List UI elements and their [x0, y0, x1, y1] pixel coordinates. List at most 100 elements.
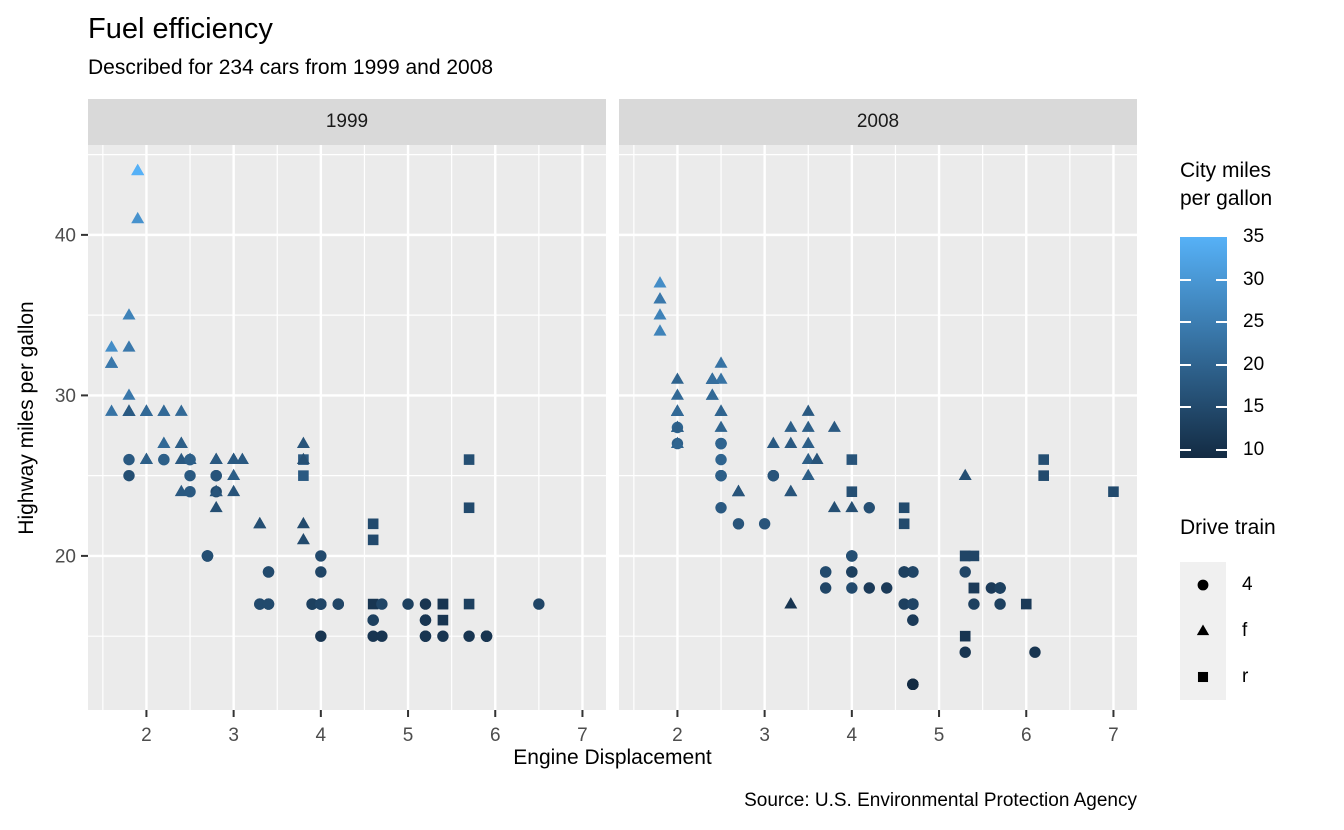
data-point-4 [1029, 646, 1041, 658]
data-point-f [157, 404, 171, 416]
facet-strip-label: 1999 [325, 111, 369, 132]
data-point-f [670, 388, 684, 400]
data-point-4 [968, 598, 980, 610]
data-point-f [714, 372, 728, 384]
data-point-f [209, 452, 223, 465]
data-point-4 [332, 598, 344, 610]
y-axis-title: Highway miles per gallon [15, 301, 38, 535]
data-point-f [705, 388, 719, 400]
data-point-4 [959, 566, 971, 578]
data-point-r [437, 614, 449, 626]
data-point-f [296, 452, 310, 465]
data-point-f [139, 404, 153, 416]
data-point-f [122, 340, 136, 352]
x-tick-label: 2 [141, 725, 152, 746]
x-tick-label: 2 [672, 725, 683, 746]
data-point-f [801, 436, 815, 448]
legend-label-4: 4 [1242, 574, 1253, 595]
colorbar-tick-label: 35 [1243, 226, 1265, 247]
data-point-r [298, 470, 309, 481]
x-tick-label: 5 [934, 725, 945, 746]
data-point-f [670, 372, 684, 384]
data-point-4 [758, 518, 771, 530]
colorbar-tick [1216, 448, 1227, 451]
data-point-4 [846, 566, 858, 578]
colorbar-tick [1216, 363, 1227, 366]
data-point-f [122, 308, 136, 320]
data-point-f [958, 468, 972, 481]
data-point-4 [315, 630, 327, 642]
data-point-4 [907, 566, 919, 578]
data-point-4 [184, 486, 196, 498]
data-point-f [296, 516, 310, 529]
data-point-f [174, 436, 188, 448]
facet-strip-2008: 2008 [619, 99, 1137, 145]
data-point-f [209, 500, 223, 513]
data-point-4 [846, 550, 858, 562]
colorbar-tick [1180, 321, 1191, 323]
data-point-4 [715, 453, 727, 466]
data-point-f [784, 484, 798, 497]
data-point-r [1038, 470, 1049, 481]
data-point-f [714, 420, 728, 432]
data-point-4 [863, 502, 875, 514]
colorbar-tick [1180, 278, 1191, 281]
data-point-4 [898, 566, 910, 578]
data-point-4 [402, 598, 414, 610]
scatter-panel-1999: 2 3 4 5 6 7 20 30 40 [55, 145, 606, 746]
data-point-f [705, 372, 719, 384]
gridlines-minor [88, 145, 606, 710]
legend-label-f: f [1242, 620, 1248, 641]
data-point-4 [158, 453, 170, 466]
data-point-4 [959, 646, 971, 658]
data-point-4 [907, 678, 919, 691]
data-point-4 [376, 598, 388, 610]
x-tick-label: 7 [1108, 725, 1119, 746]
data-point-r [959, 550, 971, 562]
data-point-f [653, 324, 667, 336]
data-points [653, 276, 1119, 691]
x-tick-label: 3 [759, 725, 770, 746]
colorbar-tick-label: 25 [1243, 311, 1265, 332]
data-point-f [131, 163, 145, 176]
data-point-f [122, 404, 136, 416]
data-point-4 [123, 453, 135, 466]
data-point-f [801, 420, 815, 432]
data-point-r [463, 502, 475, 514]
colorbar-tick [1216, 321, 1227, 323]
color-legend-title-line2: per gallon [1180, 187, 1273, 210]
data-point-f [670, 420, 684, 432]
data-point-4 [985, 582, 998, 594]
data-point-r [968, 582, 980, 594]
data-point-f [670, 436, 684, 448]
colorbar-tick [1216, 278, 1227, 281]
data-point-f [105, 356, 119, 368]
data-point-4 [201, 550, 214, 562]
data-point-r [846, 454, 858, 465]
y-tick-label: 20 [55, 546, 76, 567]
legend-key-triangle [1180, 608, 1226, 654]
data-point-r [437, 598, 449, 610]
data-point-4 [907, 614, 919, 626]
data-point-f [801, 404, 815, 416]
data-point-f [784, 420, 798, 432]
data-point-4 [262, 598, 275, 610]
data-point-f [122, 388, 136, 400]
data-point-r [898, 502, 910, 514]
colorbar-tick-label: 30 [1243, 268, 1265, 290]
data-point-r [367, 598, 379, 610]
x-axis-ticks: 2 3 4 5 6 7 [141, 710, 588, 746]
data-point-4 [732, 518, 745, 530]
data-point-4 [907, 598, 919, 610]
data-point-4 [881, 582, 893, 594]
data-point-f [670, 404, 684, 416]
facet-strip-1999: 1999 [88, 99, 606, 145]
data-point-f [766, 436, 780, 448]
plot-subtitle: Described for 234 cars from 1999 and 200… [88, 56, 494, 79]
y-tick-label: 40 [55, 225, 76, 246]
data-point-4 [419, 598, 432, 610]
data-point-4 [863, 582, 875, 594]
data-point-f [296, 532, 310, 545]
caption: Source: U.S. Environmental Protection Ag… [744, 790, 1137, 811]
data-point-f [784, 597, 798, 609]
